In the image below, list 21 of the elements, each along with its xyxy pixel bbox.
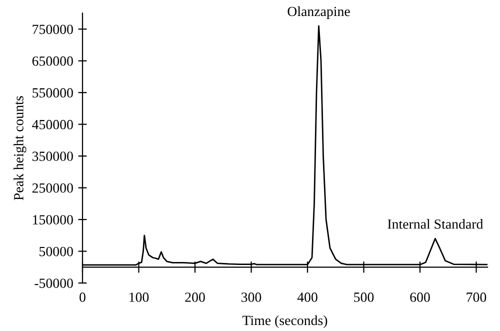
- x-tick-label: 300: [241, 292, 262, 302]
- annotation: Olanzapine: [288, 6, 350, 19]
- x-tick-label: 0: [80, 292, 86, 302]
- x-axis-title: Time (seconds): [242, 315, 328, 328]
- y-tick-label: 650000: [32, 56, 73, 66]
- x-tick-label: 400: [297, 292, 318, 302]
- x-tick-label: 700: [466, 292, 486, 302]
- x-tick-label: 600: [410, 292, 430, 302]
- x-tick-label: 200: [185, 292, 205, 302]
- y-tick-label: 350000: [32, 152, 73, 162]
- y-tick-label: -50000: [34, 278, 73, 288]
- y-tick-label: 250000: [32, 183, 73, 193]
- y-tick-label: 550000: [32, 88, 73, 98]
- annotation: Internal Standard: [388, 219, 484, 229]
- y-tick-label: 150000: [33, 215, 73, 224]
- y-tick-label: 450000: [32, 120, 73, 130]
- y-axis-title: Peak height counts: [14, 96, 26, 200]
- y-tick-label: 750000: [32, 24, 73, 34]
- y-tick-label: 50000: [40, 246, 73, 256]
- x-tick-label: 100: [130, 292, 149, 302]
- x-tick-label: 500: [354, 292, 374, 302]
